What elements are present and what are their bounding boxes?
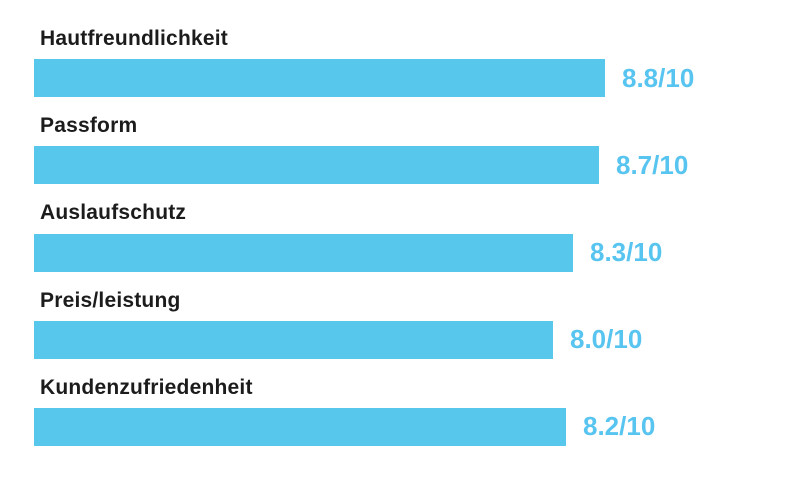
bar-line: 8.2/10 bbox=[34, 407, 800, 446]
category-label: Auslaufschutz bbox=[40, 201, 187, 225]
bar-fill bbox=[34, 146, 599, 185]
bar-fill bbox=[34, 320, 553, 359]
chart-row: Passform 8.7/10 bbox=[0, 113, 800, 185]
bar-line: 8.8/10 bbox=[34, 59, 800, 98]
bar-value-label: 8.7/10 bbox=[616, 149, 689, 180]
category-label: Preis/leistung bbox=[40, 288, 181, 312]
chart-row: Preis/leistung 8.0/10 bbox=[0, 288, 800, 359]
chart-row: Kundenzufriedenheit 8.2/10 bbox=[0, 375, 800, 446]
chart-row: Auslaufschutz 8.3/10 bbox=[0, 200, 800, 272]
bar-value-label: 8.3/10 bbox=[590, 237, 663, 268]
chart-row: Hautfreundlichkeit 8.8/10 bbox=[0, 26, 800, 98]
chart-body: Hautfreundlichkeit 8.8/10 Passform 8.7/1… bbox=[0, 26, 800, 446]
category-label: Passform bbox=[40, 114, 138, 138]
bar-fill bbox=[34, 407, 566, 446]
bar-value-label: 8.8/10 bbox=[622, 62, 695, 93]
bar-value-label: 8.0/10 bbox=[570, 324, 643, 355]
category-label: Kundenzufriedenheit bbox=[40, 375, 253, 399]
bar-fill bbox=[34, 59, 605, 98]
bar-line: 8.0/10 bbox=[34, 320, 800, 359]
bar-value-label: 8.2/10 bbox=[583, 411, 656, 442]
bar-fill bbox=[34, 233, 573, 272]
bar-line: 8.3/10 bbox=[34, 233, 800, 272]
category-label: Hautfreundlichkeit bbox=[40, 27, 228, 50]
bar-line: 8.7/10 bbox=[34, 146, 800, 185]
